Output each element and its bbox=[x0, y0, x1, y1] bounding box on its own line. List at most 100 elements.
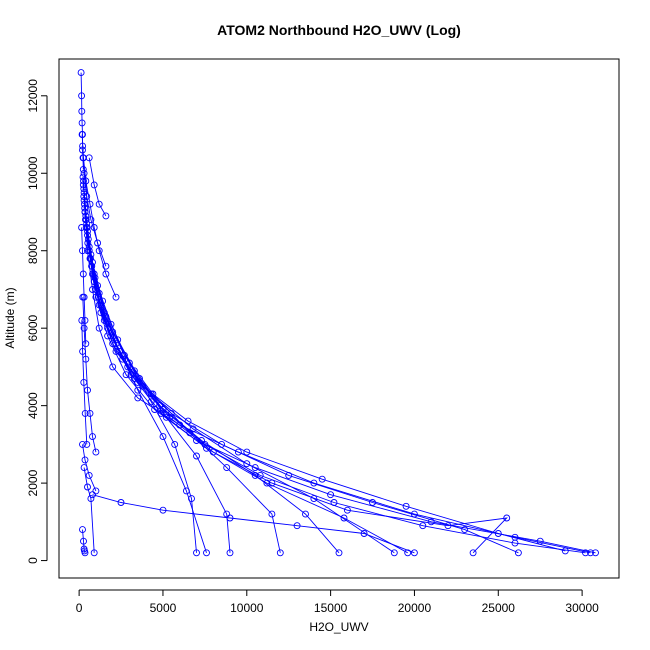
data-point bbox=[469, 549, 477, 557]
data-point bbox=[134, 394, 142, 402]
series-14 bbox=[82, 224, 511, 557]
data-point bbox=[81, 456, 89, 464]
data-point bbox=[84, 483, 91, 491]
data-point bbox=[102, 212, 110, 220]
series-line bbox=[81, 227, 87, 344]
y-tick-label: 0 bbox=[26, 557, 40, 564]
data-point bbox=[127, 371, 135, 379]
data-point bbox=[82, 177, 90, 185]
data-point bbox=[285, 471, 293, 479]
data-point bbox=[340, 514, 348, 522]
x-axis-label: H2O_UWV bbox=[309, 620, 368, 634]
data-point bbox=[87, 216, 95, 224]
series-line bbox=[83, 200, 281, 553]
data-point bbox=[90, 549, 98, 557]
data-point bbox=[80, 378, 88, 386]
data-point bbox=[310, 495, 318, 503]
x-tick-label: 25000 bbox=[482, 601, 516, 615]
data-point bbox=[107, 332, 115, 340]
series-18 bbox=[79, 440, 100, 495]
data-point bbox=[94, 239, 102, 247]
data-point bbox=[494, 530, 502, 537]
data-point bbox=[86, 200, 94, 208]
y-tick-label: 8000 bbox=[26, 237, 40, 264]
data-point bbox=[83, 193, 91, 200]
data-point bbox=[112, 340, 120, 348]
series-17 bbox=[89, 491, 418, 557]
series-21 bbox=[85, 154, 110, 220]
data-point bbox=[156, 402, 164, 410]
data-point bbox=[89, 433, 96, 441]
data-point bbox=[79, 247, 86, 255]
series-9 bbox=[79, 181, 234, 557]
data-point bbox=[444, 522, 452, 530]
y-tick-label: 12000 bbox=[26, 79, 40, 113]
data-point bbox=[79, 347, 87, 355]
data-point bbox=[335, 549, 343, 557]
data-point bbox=[159, 433, 167, 441]
series-line bbox=[85, 227, 508, 554]
y-tick-label: 10000 bbox=[26, 156, 40, 190]
data-point bbox=[511, 539, 519, 547]
data-point bbox=[102, 270, 110, 278]
chart-title: ATOM2 Northbound H2O_UWV (Log) bbox=[217, 22, 461, 38]
data-point bbox=[360, 530, 368, 537]
series-line bbox=[82, 297, 97, 453]
series-23 bbox=[79, 293, 100, 456]
data-point bbox=[82, 216, 89, 224]
series-1 bbox=[77, 69, 87, 173]
data-point bbox=[80, 177, 87, 185]
data-point bbox=[402, 502, 410, 510]
data-point bbox=[82, 212, 90, 220]
data-point bbox=[109, 363, 117, 371]
data-point bbox=[85, 471, 93, 479]
data-point bbox=[95, 200, 103, 208]
data-point bbox=[268, 510, 276, 518]
data-point bbox=[226, 549, 234, 557]
x-axis: 0 5000 10000 15000 20000 25000 30000 bbox=[76, 589, 599, 615]
series-layer bbox=[77, 69, 599, 557]
series-16 bbox=[80, 464, 98, 557]
data-point bbox=[514, 549, 522, 557]
data-point bbox=[90, 181, 98, 189]
data-point bbox=[85, 154, 93, 162]
data-point bbox=[78, 131, 86, 138]
series-line bbox=[82, 444, 97, 492]
series-2 bbox=[79, 173, 594, 557]
series-13 bbox=[82, 216, 412, 557]
series-12 bbox=[82, 212, 589, 557]
series-line bbox=[88, 157, 107, 217]
data-point bbox=[171, 440, 179, 448]
series-5 bbox=[80, 185, 522, 557]
series-7 bbox=[81, 208, 343, 557]
data-point bbox=[276, 549, 284, 557]
data-point bbox=[92, 487, 100, 495]
data-point bbox=[582, 549, 589, 557]
data-point bbox=[83, 440, 91, 448]
series-line bbox=[85, 215, 586, 554]
data-point bbox=[302, 510, 309, 518]
data-point bbox=[369, 499, 376, 506]
series-19 bbox=[78, 131, 120, 301]
data-point bbox=[147, 398, 155, 406]
x-tick-label: 20000 bbox=[398, 601, 432, 615]
data-point bbox=[193, 549, 200, 557]
data-point bbox=[77, 69, 85, 77]
data-point bbox=[78, 224, 86, 231]
data-point bbox=[166, 413, 174, 421]
data-point bbox=[243, 448, 251, 456]
data-point bbox=[310, 479, 318, 487]
series-line bbox=[82, 149, 107, 267]
data-point bbox=[203, 444, 210, 452]
data-point bbox=[461, 526, 469, 534]
data-point bbox=[209, 448, 217, 456]
data-point bbox=[203, 549, 210, 557]
data-point bbox=[193, 452, 200, 460]
data-point bbox=[81, 549, 89, 557]
series-line bbox=[83, 192, 566, 552]
series-3 bbox=[80, 177, 599, 557]
data-point bbox=[80, 169, 88, 177]
x-tick-label: 10000 bbox=[230, 601, 264, 615]
data-point bbox=[327, 491, 335, 499]
